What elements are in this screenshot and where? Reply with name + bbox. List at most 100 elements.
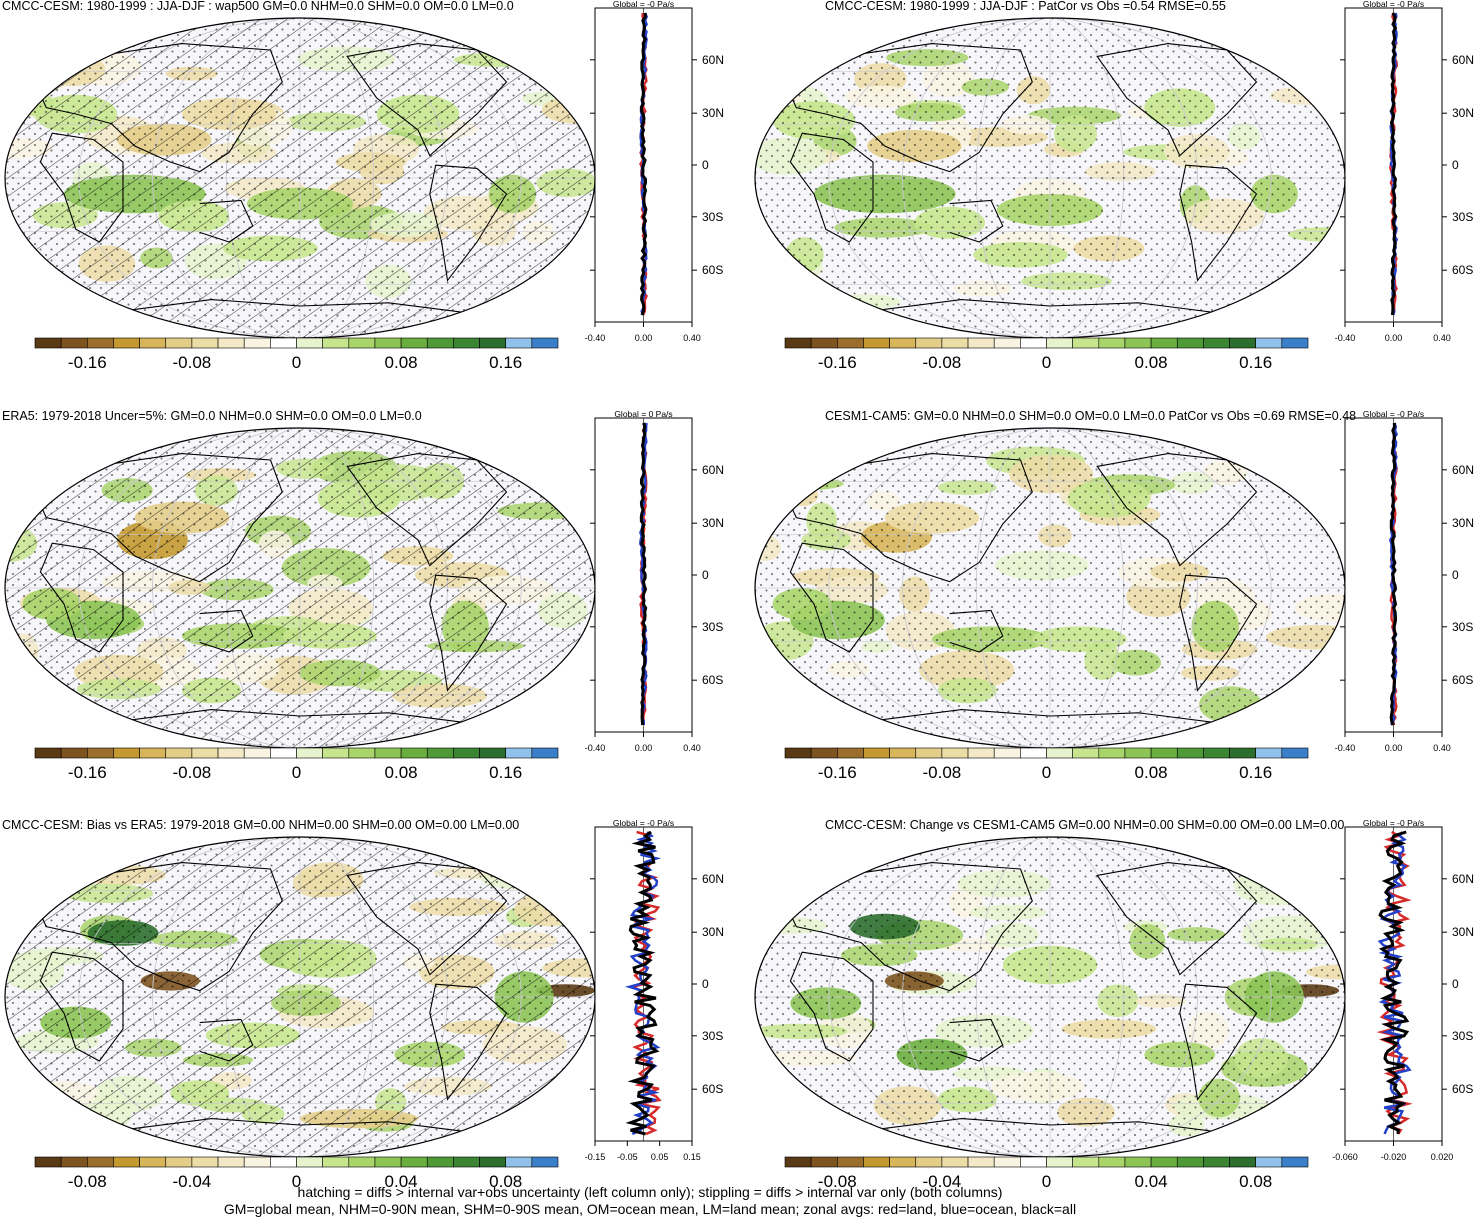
zonal-header: Global = -0 Pa/s	[1363, 0, 1424, 9]
zonal-tick-label: 0.00	[1385, 333, 1403, 343]
zonal-tick-label: -0.40	[1335, 333, 1356, 343]
zonal-mean-plot: Global = -0 Pa/s 60N 30N 0 30S 60S -0.15 -0.05 0…	[585, 818, 724, 1162]
colorbar-swatch	[217, 337, 245, 349]
lat-label: 30N	[702, 516, 724, 530]
zonal-tick-label: -0.40	[1335, 743, 1356, 753]
colorbar-tick-label: -0.04	[173, 1172, 212, 1191]
colorbar-swatch	[34, 747, 62, 759]
map	[755, 428, 1345, 748]
colorbar-swatch	[1176, 747, 1204, 759]
colorbar-swatch	[139, 747, 167, 759]
lat-label: 0	[702, 977, 709, 991]
colorbar-swatch	[453, 337, 480, 349]
colorbar-swatch	[836, 337, 864, 349]
zonal-tick-label: -0.40	[585, 743, 606, 753]
colorbar-swatch	[1255, 747, 1283, 759]
colorbar-swatch	[243, 337, 271, 349]
colorbar-swatch	[1203, 1156, 1230, 1168]
colorbar-tick-label: 0.08	[385, 353, 418, 372]
panel-2: CMCC-CESM: 1980-1999 : JJA-DJF : PatCor …	[754, 0, 1474, 372]
colorbar-swatch	[836, 747, 864, 759]
zonal-curve-all	[639, 422, 648, 726]
colorbar-tick-label: 0.16	[489, 353, 522, 372]
colorbar-swatch	[784, 337, 812, 349]
lat-label: 0	[1452, 977, 1459, 991]
colorbar-tick-label: -0.08	[818, 1172, 857, 1191]
colorbar-swatch	[217, 1156, 245, 1168]
colorbar-tick-label: -0.16	[68, 353, 107, 372]
colorbar-swatch	[1072, 337, 1100, 349]
zonal-header: Global = -0 Pa/s	[613, 818, 674, 828]
lat-label: 30S	[702, 1029, 723, 1043]
footer-line-2: GM=global mean, NHM=0-90N mean, SHM=0-90…	[223, 1201, 1077, 1217]
colorbar-swatch	[87, 1156, 114, 1168]
colorbar-swatch	[479, 1156, 506, 1168]
colorbar-swatch	[1046, 1156, 1073, 1168]
colorbar-tick-label: 0.04	[385, 1172, 418, 1191]
colorbar-swatch	[967, 1156, 995, 1168]
map	[755, 837, 1345, 1157]
colorbar-swatch	[374, 747, 402, 759]
colorbar-swatch	[243, 1156, 271, 1168]
colorbar-swatch	[505, 337, 533, 349]
colorbar-swatch	[348, 337, 376, 349]
colorbar-swatch	[113, 337, 140, 349]
colorbar-swatch	[993, 337, 1021, 349]
colorbar-swatch	[348, 1156, 376, 1168]
zonal-curve-all	[625, 830, 660, 1136]
colorbar-tick-label: 0	[292, 1172, 301, 1191]
zonal-header: Global = 0 Pa/s	[614, 409, 672, 419]
colorbar-swatch	[296, 747, 323, 759]
colorbar-swatch	[1150, 337, 1178, 349]
zonal-tick-label: 0.020	[1431, 1152, 1454, 1162]
zonal-tick-label: -0.05	[617, 1152, 638, 1162]
footer-line-1: hatching = diffs > internal var+obs unce…	[297, 1184, 1003, 1200]
colorbar: -0.16 -0.08 0 0.08 0.16	[784, 747, 1309, 782]
colorbar-swatch	[113, 1156, 140, 1168]
zonal-tick-label: 0.40	[683, 333, 701, 343]
colorbar-swatch	[993, 1156, 1021, 1168]
colorbar-swatch	[270, 1156, 297, 1168]
lat-label: 60N	[1452, 463, 1474, 477]
zonal-mean-plot: Global = 0 Pa/s 60N 30N 0 30S 60S -0.40 0.00 0.4…	[585, 409, 724, 753]
colorbar-swatch	[863, 337, 890, 349]
colorbar-tick-label: -0.16	[818, 353, 857, 372]
colorbar-tick-label: -0.08	[68, 1172, 107, 1191]
colorbar-swatch	[165, 1156, 193, 1168]
lat-label: 60N	[702, 53, 724, 67]
zonal-tick-label: 0.00	[1385, 743, 1403, 753]
colorbar-tick-label: 0.08	[1135, 763, 1168, 782]
colorbar-swatch	[836, 1156, 864, 1168]
panel-title: CMCC-CESM: 1980-1999 : JJA-DJF : PatCor …	[825, 0, 1226, 13]
zonal-tick-label: 0.40	[683, 743, 701, 753]
zonal-curve-land	[1376, 830, 1413, 1135]
colorbar-swatch	[1229, 747, 1257, 759]
lat-label: 60S	[1452, 1082, 1473, 1096]
colorbar-swatch	[1098, 1156, 1126, 1168]
colorbar-swatch	[322, 1156, 350, 1168]
colorbar-swatch	[139, 1156, 167, 1168]
panel-title: CESM1-CAM5: GM=0.0 NHM=0.0 SHM=0.0 OM=0.…	[825, 409, 1356, 423]
zonal-curve-all	[1378, 830, 1410, 1135]
colorbar-tick-label: -0.08	[923, 763, 962, 782]
colorbar-swatch	[863, 747, 890, 759]
colorbar-swatch	[479, 337, 506, 349]
colorbar-swatch	[87, 747, 114, 759]
lat-label: 60S	[1452, 263, 1473, 277]
colorbar-swatch	[531, 1156, 559, 1168]
colorbar-swatch	[400, 1156, 428, 1168]
colorbar-swatch	[1203, 337, 1230, 349]
colorbar-swatch	[1176, 1156, 1204, 1168]
colorbar-tick-label: 0	[1042, 763, 1051, 782]
lat-label: 60S	[1452, 673, 1473, 687]
colorbar-swatch	[87, 337, 114, 349]
lat-label: 60S	[702, 673, 723, 687]
colorbar-swatch	[863, 1156, 890, 1168]
colorbar-swatch	[165, 337, 193, 349]
colorbar-swatch	[1020, 337, 1047, 349]
colorbar-swatch	[889, 747, 917, 759]
colorbar-swatch	[1176, 337, 1204, 349]
lat-label: 60N	[1452, 53, 1474, 67]
zonal-tick-label: -0.15	[585, 1152, 606, 1162]
